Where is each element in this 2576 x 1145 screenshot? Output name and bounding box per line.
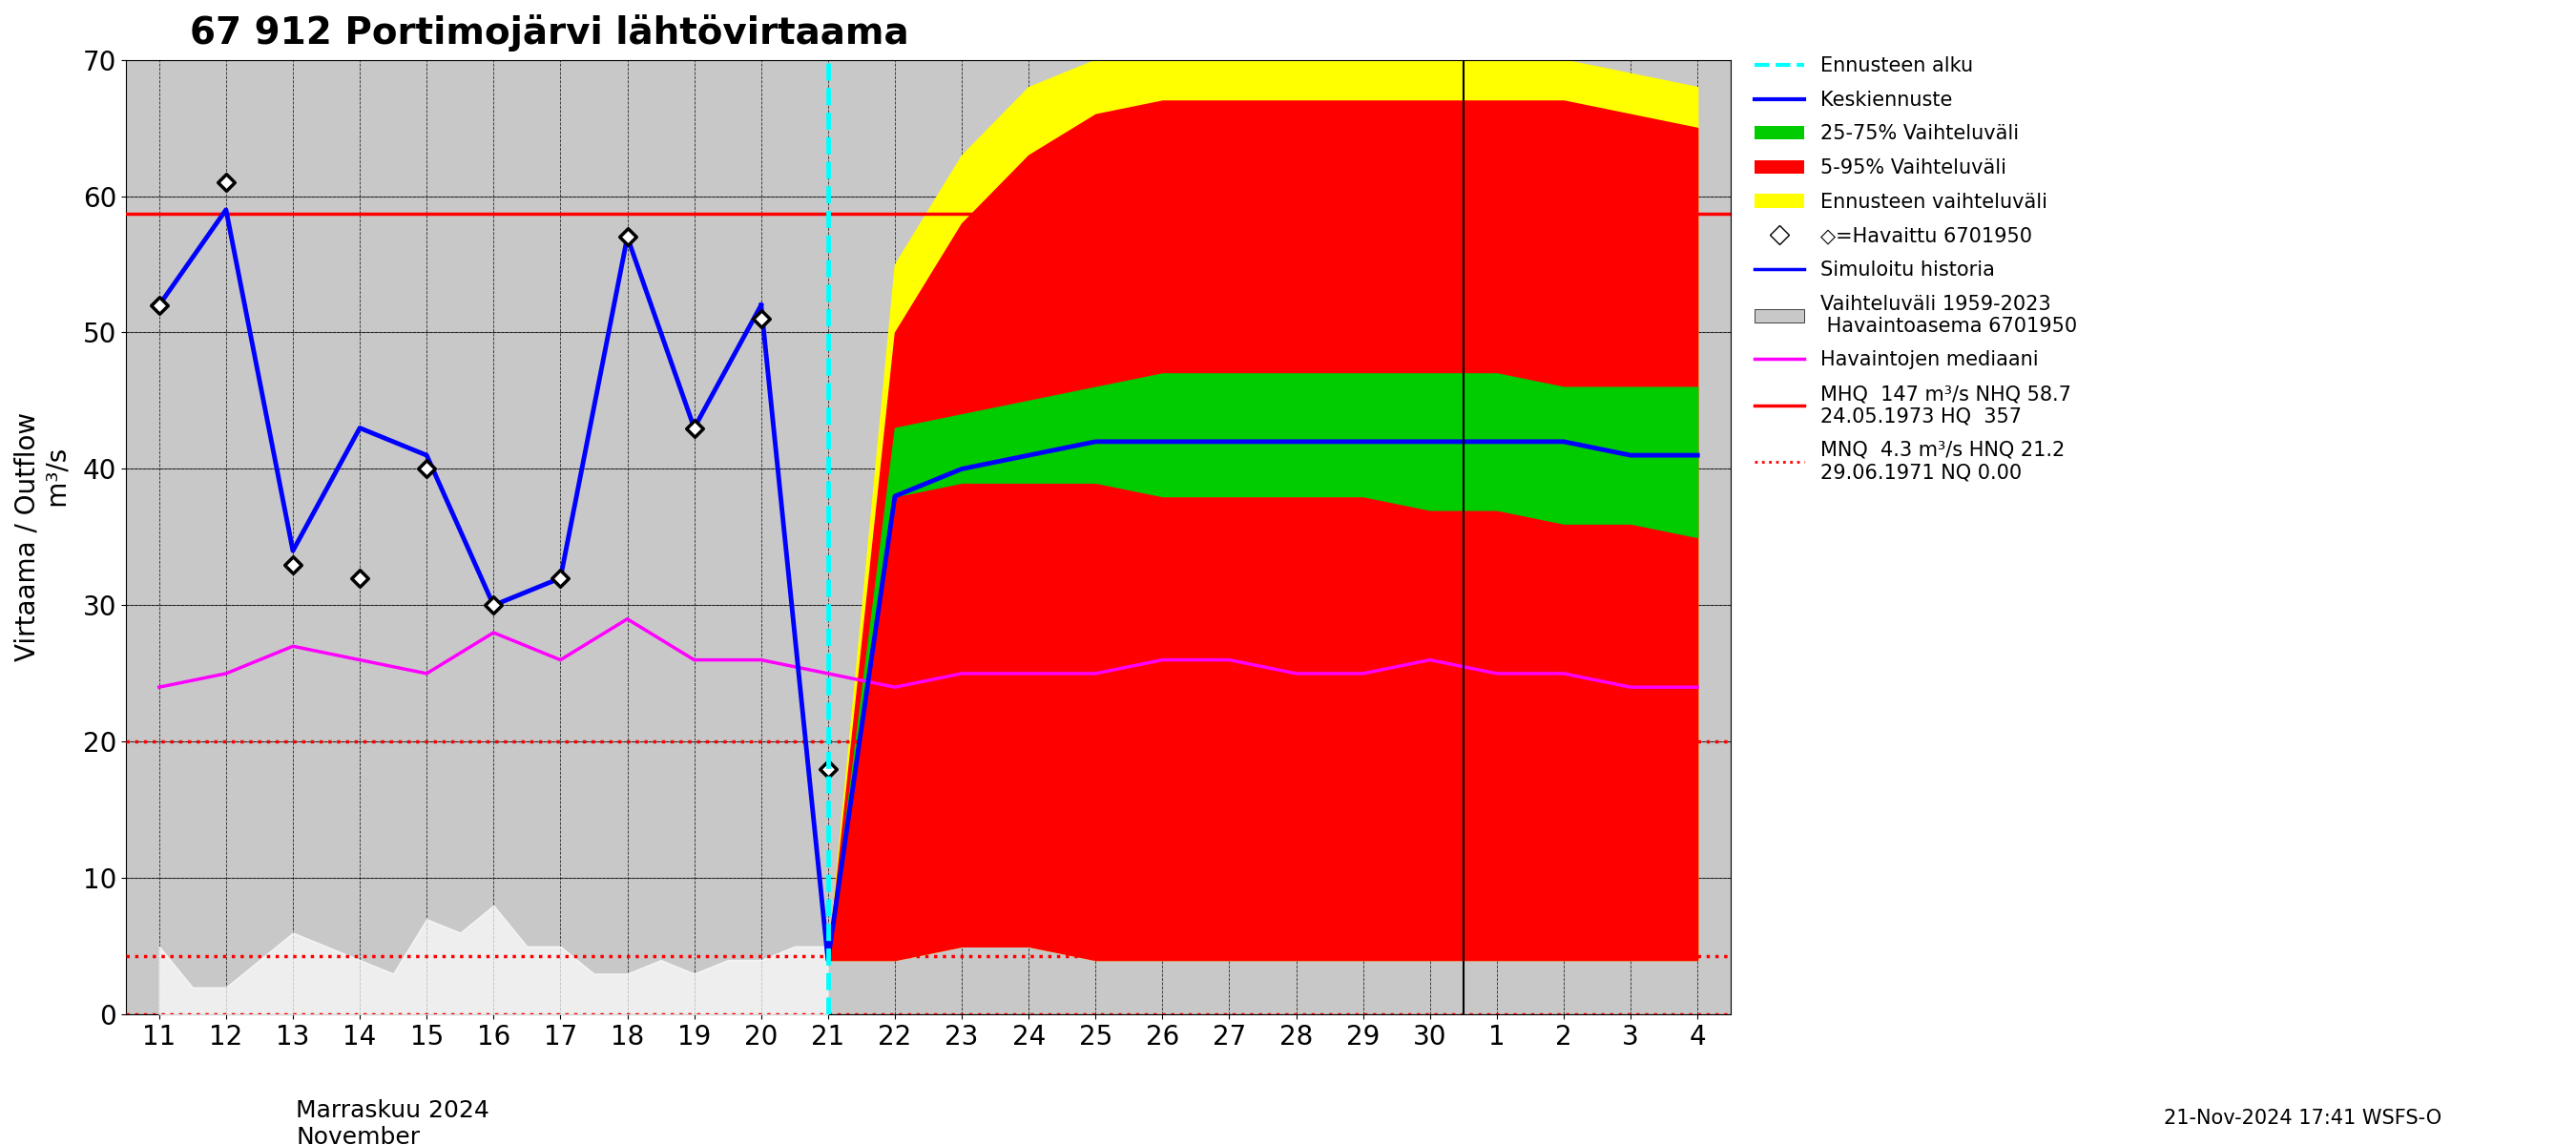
Point bbox=[672, 419, 714, 437]
Legend: Ennusteen alku, Keskiennuste, 25-75% Vaihteluväli, 5-95% Vaihteluväli, Ennusteen: Ennusteen alku, Keskiennuste, 25-75% Vai… bbox=[1749, 50, 2084, 488]
Point bbox=[139, 297, 180, 315]
Point bbox=[206, 173, 247, 191]
Point bbox=[541, 569, 582, 587]
Text: 67 912 Portimojärvi lähtövirtaama: 67 912 Portimojärvi lähtövirtaama bbox=[191, 14, 909, 52]
Point bbox=[340, 569, 381, 587]
Y-axis label: Virtaama / Outflow
              m³/s: Virtaama / Outflow m³/s bbox=[15, 412, 72, 662]
Point bbox=[273, 555, 314, 574]
Text: 21-Nov-2024 17:41 WSFS-O: 21-Nov-2024 17:41 WSFS-O bbox=[2164, 1108, 2442, 1128]
Point bbox=[608, 228, 649, 246]
Point bbox=[474, 597, 515, 615]
Text: Marraskuu 2024
November: Marraskuu 2024 November bbox=[296, 1099, 489, 1145]
Point bbox=[407, 460, 448, 479]
Point bbox=[739, 309, 781, 327]
Point bbox=[806, 760, 848, 779]
